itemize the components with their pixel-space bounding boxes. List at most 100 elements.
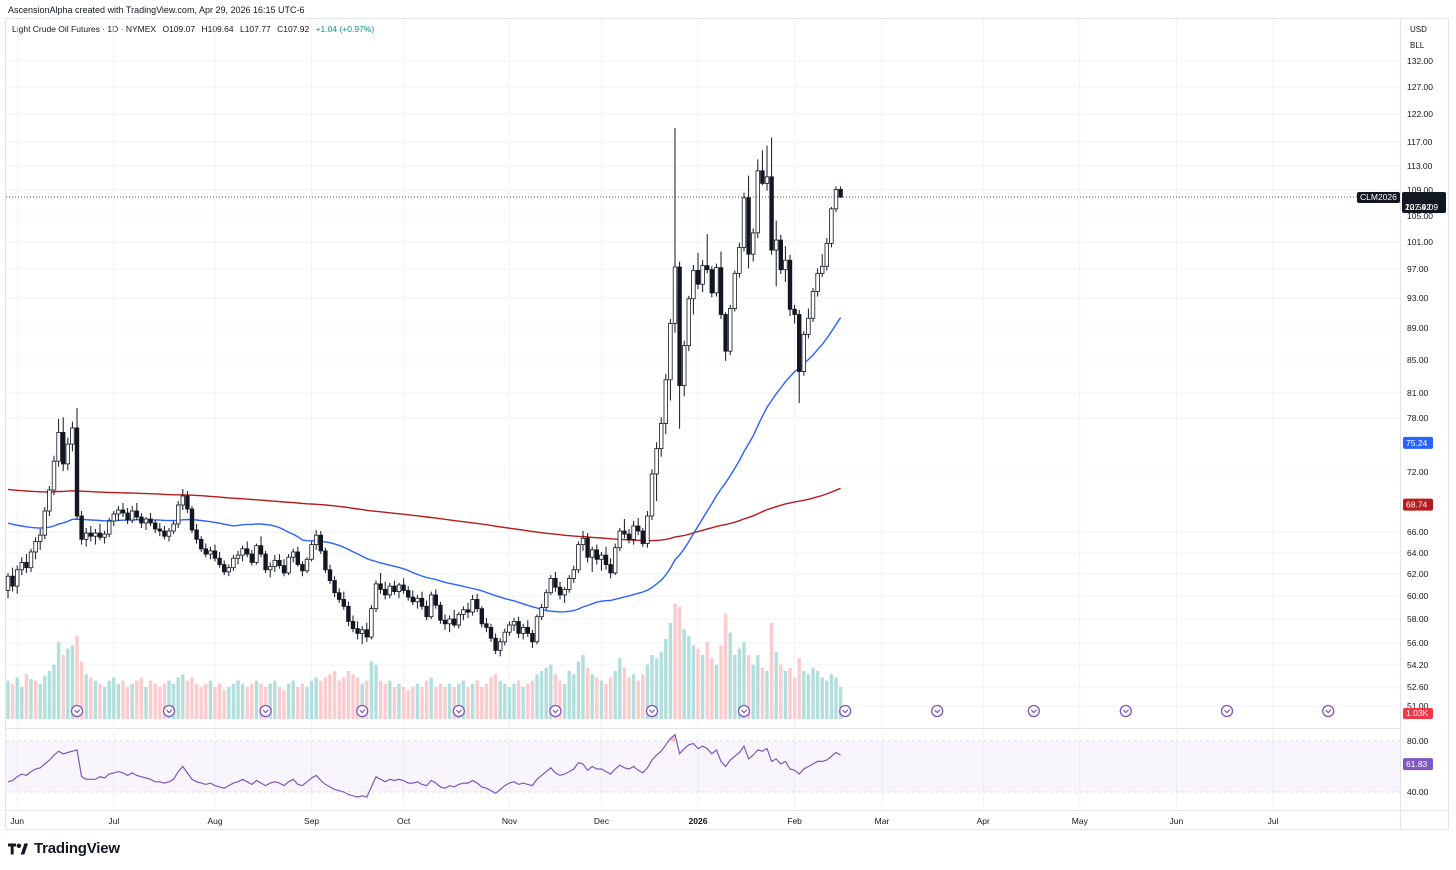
event-marker-icon[interactable]: [839, 704, 852, 718]
price-axis: USD BLL 132.00 127.00 122.00 117.00 113.00 105.…: [1407, 25, 1433, 711]
volume-bar: [705, 642, 709, 719]
price-tick-label: 81.00: [1407, 388, 1429, 398]
event-marker-icon[interactable]: [1220, 704, 1234, 718]
volume-bar: [677, 607, 682, 719]
candle-body: [28, 551, 34, 569]
volume-bar: [687, 635, 691, 719]
volume-bar: [585, 667, 590, 719]
candle-body: [737, 246, 742, 274]
volume-bar: [167, 680, 171, 719]
volume-bar: [227, 687, 231, 719]
time-axis-label: Mar: [875, 816, 890, 826]
volume-bar: [319, 680, 323, 719]
event-marker-icon[interactable]: [259, 704, 272, 718]
legend-close: C107.92: [277, 24, 310, 34]
event-marker-icon[interactable]: [1322, 704, 1335, 718]
volume-bar: [470, 683, 475, 719]
volume-bar: [277, 687, 282, 719]
candle-body: [70, 427, 75, 445]
volume-bar: [452, 687, 456, 719]
price-tick-label: 72.00: [1407, 467, 1429, 477]
candle-body: [640, 530, 645, 544]
event-marker-ring: [1119, 704, 1132, 718]
candle-body: [585, 537, 590, 558]
event-marker-icon[interactable]: [645, 704, 659, 718]
time-axis-divider: [6, 810, 1449, 811]
volume-bar: [185, 680, 190, 719]
candle-body: [447, 618, 452, 625]
volume-bar: [489, 677, 493, 719]
volume-bar: [576, 661, 581, 719]
volume-badge[interactable]: 1.03K: [1403, 708, 1433, 719]
price-tick-label: 54.20: [1407, 660, 1429, 670]
event-marker-icon[interactable]: [70, 704, 84, 718]
candle-body: [456, 614, 461, 626]
volume-bar: [222, 690, 226, 719]
tradingview-logo-icon: [8, 843, 28, 854]
volume-bar: [24, 674, 29, 719]
legend-symbol[interactable]: Light Crude Oil Futures · 1D · NYMEX: [12, 24, 157, 34]
legend-low: L107.77: [239, 24, 271, 34]
time-axis-label: Jun: [1170, 816, 1184, 826]
candle-body: [479, 608, 484, 625]
volume-bar: [723, 613, 728, 719]
volume-bar: [746, 655, 751, 719]
volume-bar: [204, 683, 208, 719]
candle-body: [617, 530, 622, 549]
price-axis-divider: [1400, 19, 1401, 829]
tradingview-logo[interactable]: TradingView: [8, 840, 120, 857]
rsi-value-badge-text: 61.83: [1406, 759, 1428, 769]
volume-bar: [29, 679, 33, 719]
time-axis-label: Jun: [10, 816, 24, 826]
volume-bar: [70, 645, 75, 719]
volume-bar: [802, 671, 806, 719]
volume-bar: [590, 674, 594, 719]
candle-body: [267, 566, 273, 571]
ma-fast-badge[interactable]: 75.24: [1403, 436, 1433, 449]
candle-body: [125, 512, 130, 521]
volume-bar: [526, 683, 530, 719]
volume-bar: [659, 651, 663, 719]
event-marker-icon[interactable]: [931, 704, 944, 718]
rsi-value-badge[interactable]: 61.83: [1403, 758, 1433, 771]
event-marker-icon[interactable]: [162, 704, 176, 718]
chart-frame: [5, 18, 1449, 830]
time-axis-label: Aug: [207, 816, 222, 826]
candle-body: [47, 489, 52, 512]
ma-slow-line: [7, 487, 841, 542]
candle-body: [461, 609, 466, 615]
price-tick-label: 122.00: [1407, 109, 1433, 119]
time-axis-label: Oct: [397, 816, 411, 826]
candle-body: [599, 554, 604, 560]
symbol-badge[interactable]: CLM2026: [1357, 192, 1400, 203]
event-marker-icon[interactable]: [1119, 704, 1132, 718]
volume-bar: [162, 683, 167, 719]
volume-bar: [443, 687, 447, 719]
event-marker-icon[interactable]: [549, 704, 562, 718]
price-tick-label: 62.00: [1407, 569, 1429, 579]
volume-bar: [213, 687, 217, 719]
event-marker-icon[interactable]: [737, 704, 751, 718]
event-marker-ring: [737, 704, 751, 718]
candle-body: [240, 548, 245, 556]
volume-bar: [125, 687, 130, 719]
volume-bar: [337, 680, 341, 719]
candle-body: [700, 265, 705, 285]
pane-divider[interactable]: [6, 728, 1400, 729]
event-marker-ring: [839, 704, 852, 718]
event-marker-icon[interactable]: [1027, 704, 1040, 718]
event-marker-icon[interactable]: [452, 704, 465, 718]
candle-body: [571, 569, 576, 579]
volume-bar: [788, 667, 792, 719]
time-axis: Jun Jul Aug Sep Oct Nov Dec 2026 Feb Mar Apr May Jun…: [10, 816, 1278, 826]
candle-body: [304, 558, 310, 572]
event-marker-icon[interactable]: [356, 704, 369, 718]
last-price-badge[interactable]: 107.92: [1402, 192, 1446, 213]
ma-slow-badge[interactable]: 68.74: [1403, 498, 1433, 511]
volume-bar: [89, 677, 93, 719]
candle-body: [51, 460, 57, 491]
candle-body: [732, 272, 737, 309]
event-marker-arrow: [842, 709, 849, 714]
candle-body: [502, 631, 507, 643]
